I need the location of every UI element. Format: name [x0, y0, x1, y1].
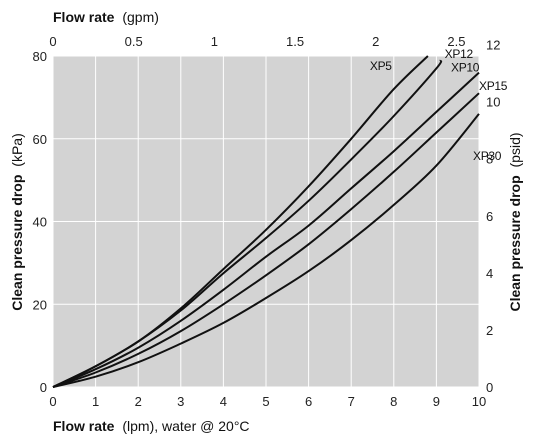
- y-tick-label: 40: [33, 215, 47, 230]
- x-tick-label: 7: [348, 394, 355, 409]
- y-tick-label: 0: [40, 380, 47, 395]
- x-tick-label: 10: [472, 394, 486, 409]
- series-line-xp12: [52, 59, 443, 388]
- top-axis-ticks: 0 0.5 1 1.5 2 2.5: [49, 34, 465, 49]
- x-top-tick-label: 0: [49, 34, 56, 49]
- bottom-axis-ticks: 0 1 2 3 4 5 6 7 8 9 10: [49, 394, 486, 409]
- x-top-tick-label: 1.5: [286, 34, 304, 49]
- grid-lines: [52, 55, 480, 388]
- series-label-xp10: XP10: [451, 61, 480, 75]
- series-label-xp15: XP15: [479, 79, 508, 93]
- series-line-xp15: [52, 92, 480, 388]
- series-label-xp30: XP30: [473, 149, 502, 163]
- y-right-tick-label: 8: [486, 152, 493, 167]
- y-right-tick-label: 6: [486, 209, 493, 224]
- x-top-tick-label: 2.5: [447, 34, 465, 49]
- series-label-xp5: XP5: [370, 59, 392, 73]
- left-axis-ticks: 0 20 40 60 80: [33, 49, 47, 395]
- y-right-tick-label: 12: [486, 38, 500, 53]
- bottom-axis-title: Flow rate (lpm), water @ 20°C: [53, 418, 250, 434]
- y-right-tick-label: 10: [486, 95, 500, 110]
- x-tick-label: 3: [177, 394, 184, 409]
- x-top-tick-label: 1: [211, 34, 218, 49]
- series-lines: [52, 55, 480, 388]
- right-axis-ticks: 0 2 4 6 8 10 12: [486, 38, 500, 395]
- top-axis-title: Flow rate (gpm): [53, 9, 159, 25]
- y-tick-label: 80: [33, 49, 47, 64]
- x-top-tick-label: 0.5: [125, 34, 143, 49]
- x-tick-label: 9: [433, 394, 440, 409]
- x-tick-label: 2: [135, 394, 142, 409]
- x-tick-label: 5: [262, 394, 269, 409]
- left-axis-title: Clean pressure drop (kPa): [9, 133, 25, 311]
- x-tick-label: 6: [305, 394, 312, 409]
- series-line-xp10: [52, 71, 480, 388]
- y-right-tick-label: 4: [486, 266, 493, 281]
- series-label-xp12: XP12: [445, 47, 474, 61]
- y-tick-label: 20: [33, 297, 47, 312]
- x-tick-label: 8: [390, 394, 397, 409]
- x-tick-label: 4: [220, 394, 227, 409]
- series-line-xp30: [52, 113, 480, 388]
- y-right-tick-label: 2: [486, 323, 493, 338]
- x-top-tick-label: 2: [372, 34, 379, 49]
- right-axis-title: Clean pressure drop (psid): [507, 132, 523, 311]
- y-tick-label: 60: [33, 132, 47, 147]
- x-tick-label: 1: [92, 394, 99, 409]
- x-tick-label: 0: [49, 394, 56, 409]
- y-right-tick-label: 0: [486, 380, 493, 395]
